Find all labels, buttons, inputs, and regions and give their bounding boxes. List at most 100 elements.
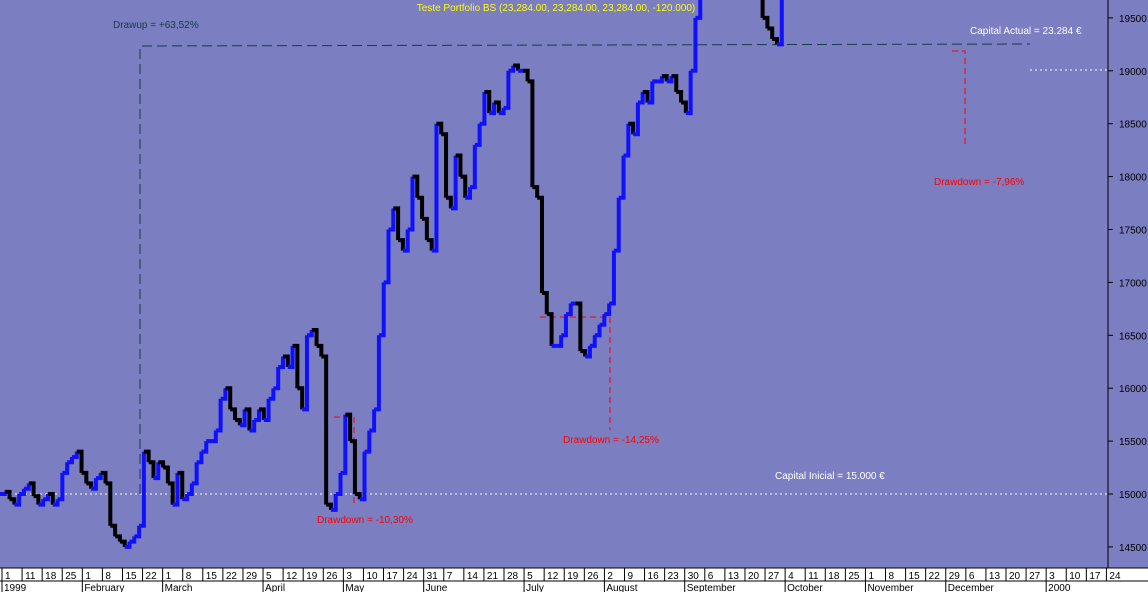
series-segment	[642, 89, 650, 103]
drawdown-label-1: Drawdown = -10,30%	[317, 515, 413, 526]
series-segment	[105, 481, 113, 526]
series-segment	[647, 81, 655, 105]
x-tick-label: 27	[1029, 571, 1041, 582]
series-segment	[777, 0, 784, 47]
chart-title: Teste Portfolio BS (23,284.00, 23,284.00…	[417, 3, 696, 14]
x-month-label: 2000	[1048, 583, 1071, 592]
x-tick-label: 31	[427, 571, 439, 582]
series-segment	[110, 523, 118, 537]
series-segment	[681, 100, 688, 114]
series-segment	[479, 91, 487, 126]
series-segment	[412, 174, 420, 198]
series-segment	[762, 15, 770, 29]
x-tick-label: 7	[447, 571, 453, 582]
series-segment	[575, 301, 583, 352]
series-segment	[503, 70, 511, 110]
series-segment	[225, 386, 233, 410]
series-segment	[201, 441, 209, 454]
x-tick-label: 10	[1069, 571, 1081, 582]
y-tick-label: 15000	[1119, 490, 1147, 501]
x-tick-label: 10	[366, 571, 378, 582]
x-tick-label: 22	[146, 571, 158, 582]
series-segment	[474, 123, 482, 147]
x-tick-label: 2	[607, 571, 613, 582]
series-segment	[244, 407, 252, 431]
x-tick-label: 18	[45, 571, 57, 582]
series-segment	[239, 409, 247, 428]
series-segment	[690, 17, 698, 73]
series-segment	[426, 238, 434, 251]
series-segment	[311, 328, 319, 346]
series-segment	[378, 282, 386, 338]
x-tick-label: 29	[246, 571, 258, 582]
series-segment	[143, 449, 151, 463]
x-axis-ticks: 1 11 18 25 1 8 15 22 1 8 15 22 29 5 12 19 26 3 10 17 24 31 7 14…	[1, 568, 1121, 592]
series-segment	[565, 303, 573, 317]
series-segment	[393, 206, 401, 241]
series-segment	[599, 314, 607, 327]
drawdown-label-2: Drawdown = -14,25%	[563, 435, 659, 446]
series-segment	[398, 238, 405, 251]
x-month-label: 1999	[4, 583, 27, 592]
x-tick-label: 26	[326, 571, 338, 582]
series-segment	[292, 343, 300, 389]
series-segment	[359, 451, 367, 502]
x-tick-label: 6	[708, 571, 714, 582]
series-segment	[489, 102, 497, 116]
x-tick-label: 11	[808, 571, 819, 582]
series-segment	[760, 0, 765, 18]
x-tick-label: 24	[407, 571, 419, 582]
series-segment	[340, 414, 348, 475]
series-segment	[446, 195, 453, 209]
series-segment	[613, 197, 621, 253]
x-month-label: February	[84, 583, 124, 592]
series-segment	[589, 335, 597, 348]
x-month-label: August	[606, 583, 637, 592]
series-segment	[167, 481, 175, 505]
x-tick-label: 5	[527, 571, 533, 582]
series-segment	[402, 229, 410, 253]
series-segment	[57, 472, 65, 502]
series-segment	[450, 155, 458, 211]
y-tick-label: 18000	[1119, 173, 1147, 184]
x-tick-label: 1	[166, 571, 172, 582]
series-segment	[441, 132, 449, 198]
y-tick-label: 16000	[1119, 384, 1147, 395]
series-segment	[287, 345, 295, 370]
x-tick-label: 8	[186, 571, 192, 582]
x-tick-label: 8	[889, 571, 895, 582]
x-tick-label: 13	[989, 571, 1001, 582]
x-axis-band	[0, 568, 1148, 592]
series-segment	[594, 324, 602, 338]
x-month-label: June	[426, 583, 448, 592]
x-tick-label: 11	[25, 571, 36, 582]
series-segment	[465, 187, 473, 200]
x-tick-label: 12	[547, 571, 559, 582]
series-segment	[767, 26, 775, 40]
series-segment	[369, 409, 377, 433]
y-axis-ticks: 1400014500150001550016000165001700017500…	[1108, 14, 1147, 554]
series-segment	[455, 153, 463, 177]
series-segment	[302, 335, 309, 412]
series-segment	[268, 388, 276, 401]
x-tick-label: 20	[1009, 571, 1021, 582]
x-tick-label: 12	[286, 571, 298, 582]
series-segment	[100, 470, 108, 484]
series-segment	[494, 100, 501, 114]
drawup-label: Drawup = +63,52%	[113, 20, 199, 31]
x-tick-label: 26	[587, 571, 599, 582]
series-segment	[273, 367, 281, 391]
x-tick-label: 24	[1109, 571, 1121, 582]
x-tick-label: 4	[788, 571, 794, 582]
series-segment	[230, 407, 238, 420]
series-segment	[172, 472, 180, 507]
capital-inicial-label: Capital Inicial = 15.000 €	[775, 471, 885, 482]
x-tick-label: 15	[206, 571, 218, 582]
series-segment	[633, 102, 640, 137]
series-segment	[254, 409, 261, 422]
series-segment	[460, 174, 468, 198]
series-segment	[81, 470, 89, 484]
series-segment	[637, 91, 645, 105]
x-month-label: December	[948, 583, 995, 592]
x-tick-label: 22	[929, 571, 941, 582]
